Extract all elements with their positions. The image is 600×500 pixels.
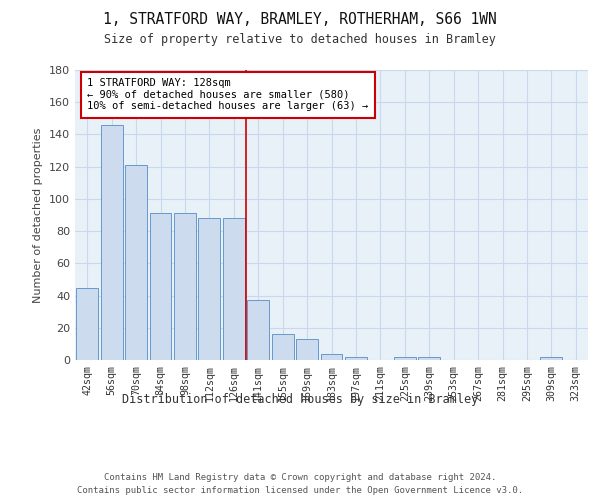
- Y-axis label: Number of detached properties: Number of detached properties: [34, 128, 43, 302]
- Bar: [76, 288, 98, 360]
- Bar: [149, 214, 172, 360]
- Bar: [418, 357, 440, 360]
- Text: Contains HM Land Registry data © Crown copyright and database right 2024.
Contai: Contains HM Land Registry data © Crown c…: [77, 474, 523, 495]
- Text: Size of property relative to detached houses in Bramley: Size of property relative to detached ho…: [104, 32, 496, 46]
- Text: 1, STRATFORD WAY, BRAMLEY, ROTHERHAM, S66 1WN: 1, STRATFORD WAY, BRAMLEY, ROTHERHAM, S6…: [103, 12, 497, 28]
- Bar: [394, 357, 416, 360]
- Bar: [199, 218, 220, 360]
- Bar: [320, 354, 343, 360]
- Bar: [541, 357, 562, 360]
- Bar: [174, 214, 196, 360]
- Text: Distribution of detached houses by size in Bramley: Distribution of detached houses by size …: [122, 392, 478, 406]
- Bar: [345, 357, 367, 360]
- Bar: [101, 125, 122, 360]
- Bar: [223, 218, 245, 360]
- Bar: [247, 300, 269, 360]
- Bar: [296, 339, 318, 360]
- Bar: [272, 334, 293, 360]
- Bar: [125, 165, 147, 360]
- Text: 1 STRATFORD WAY: 128sqm
← 90% of detached houses are smaller (580)
10% of semi-d: 1 STRATFORD WAY: 128sqm ← 90% of detache…: [87, 78, 368, 112]
